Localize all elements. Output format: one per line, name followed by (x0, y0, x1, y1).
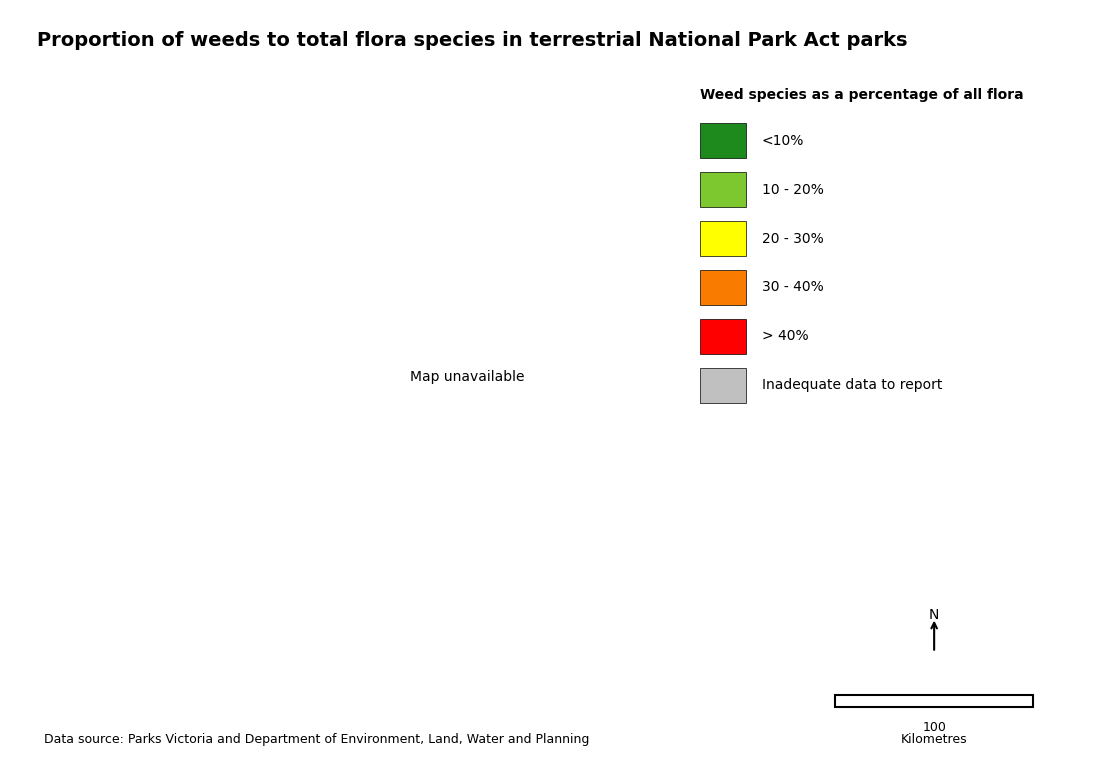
Text: Weed species as a percentage of all flora: Weed species as a percentage of all flor… (700, 88, 1023, 103)
Text: 100: 100 (922, 721, 946, 734)
Bar (700, 172, 746, 207)
Text: Proportion of weeds to total flora species in terrestrial National Park Act park: Proportion of weeds to total flora speci… (37, 31, 908, 50)
Text: > 40%: > 40% (762, 329, 808, 343)
Text: 20 - 30%: 20 - 30% (762, 232, 823, 246)
Bar (700, 319, 746, 354)
Text: Kilometres: Kilometres (901, 733, 967, 746)
Text: Data source: Parks Victoria and Department of Environment, Land, Water and Plann: Data source: Parks Victoria and Departme… (44, 733, 589, 746)
Text: N: N (929, 608, 940, 622)
Bar (700, 270, 746, 305)
Text: 30 - 40%: 30 - 40% (762, 280, 823, 294)
Bar (700, 123, 746, 159)
Text: <10%: <10% (762, 134, 804, 148)
Bar (700, 221, 746, 256)
Text: Map unavailable: Map unavailable (410, 370, 524, 384)
Text: Inadequate data to report: Inadequate data to report (762, 378, 942, 392)
Bar (835, 695, 1033, 707)
Text: 10 - 20%: 10 - 20% (762, 183, 823, 197)
Bar (700, 368, 746, 402)
